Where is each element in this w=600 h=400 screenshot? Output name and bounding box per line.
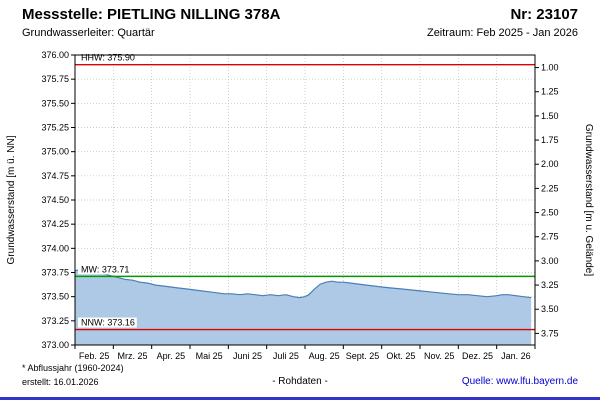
aquifer-label: Grundwasserleiter: Quartär [22, 27, 155, 39]
footnote-abflussjahr: * Abflussjahr (1960-2024) [22, 363, 124, 373]
svg-text:Okt. 25: Okt. 25 [386, 351, 415, 361]
svg-text:MW: 373.71: MW: 373.71 [81, 264, 129, 274]
svg-text:375.00: 375.00 [41, 147, 69, 157]
svg-text:373.75: 373.75 [41, 268, 69, 278]
subtitle-row: Grundwasserleiter: Quartär Zeitraum: Feb… [22, 27, 578, 39]
bottom-blue-bar [0, 397, 600, 400]
svg-text:373.25: 373.25 [41, 316, 69, 326]
svg-text:1.00: 1.00 [541, 63, 559, 73]
svg-text:373.50: 373.50 [41, 292, 69, 302]
svg-text:HHW: 375.90: HHW: 375.90 [81, 53, 135, 63]
svg-text:Apr. 25: Apr. 25 [157, 351, 186, 361]
svg-text:2.25: 2.25 [541, 183, 559, 193]
svg-text:Jan. 26: Jan. 26 [501, 351, 531, 361]
svg-text:Mrz. 25: Mrz. 25 [117, 351, 147, 361]
created-date-label: erstellt: 16.01.2026 [22, 377, 99, 387]
svg-text:Feb. 25: Feb. 25 [79, 351, 110, 361]
svg-text:375.25: 375.25 [41, 123, 69, 133]
svg-text:376.00: 376.00 [41, 50, 69, 60]
svg-text:375.50: 375.50 [41, 98, 69, 108]
svg-text:Dez. 25: Dez. 25 [462, 351, 493, 361]
svg-text:375.75: 375.75 [41, 74, 69, 84]
svg-text:Aug. 25: Aug. 25 [309, 351, 340, 361]
svg-text:3.00: 3.00 [541, 256, 559, 266]
svg-text:374.50: 374.50 [41, 195, 69, 205]
period-label: Zeitraum: Feb 2025 - Jan 2026 [426, 27, 578, 39]
svg-text:2.75: 2.75 [541, 232, 559, 242]
svg-text:Nov. 25: Nov. 25 [424, 351, 454, 361]
rohdaten-label: - Rohdaten - [272, 376, 328, 387]
svg-text:NNW: 373.16: NNW: 373.16 [81, 318, 135, 328]
svg-text:373.00: 373.00 [41, 340, 69, 350]
svg-text:2.00: 2.00 [541, 159, 559, 169]
svg-text:2.50: 2.50 [541, 208, 559, 218]
title-row: Messstelle: PIETLING NILLING 378A Nr: 23… [22, 6, 578, 23]
svg-text:3.75: 3.75 [541, 328, 559, 338]
page-title: Messstelle: PIETLING NILLING 378A [22, 6, 281, 23]
svg-text:Mai 25: Mai 25 [196, 351, 223, 361]
svg-text:Sept. 25: Sept. 25 [346, 351, 380, 361]
svg-text:Grundwasserstand [m u. Gelände: Grundwasserstand [m u. Gelände] [583, 124, 594, 277]
svg-text:374.00: 374.00 [41, 243, 69, 253]
svg-text:3.50: 3.50 [541, 304, 559, 314]
svg-text:Grundwasserstand [m ü. NN]: Grundwasserstand [m ü. NN] [6, 135, 17, 264]
svg-text:1.25: 1.25 [541, 87, 559, 97]
svg-text:Juli 25: Juli 25 [273, 351, 299, 361]
svg-text:374.75: 374.75 [41, 171, 69, 181]
svg-text:Juni 25: Juni 25 [233, 351, 262, 361]
svg-text:374.25: 374.25 [41, 219, 69, 229]
svg-text:1.75: 1.75 [541, 135, 559, 145]
svg-text:3.25: 3.25 [541, 280, 559, 290]
source-link[interactable]: Quelle: www.lfu.bayern.de [461, 376, 578, 387]
svg-text:1.50: 1.50 [541, 111, 559, 121]
station-number: Nr: 23107 [510, 6, 578, 23]
